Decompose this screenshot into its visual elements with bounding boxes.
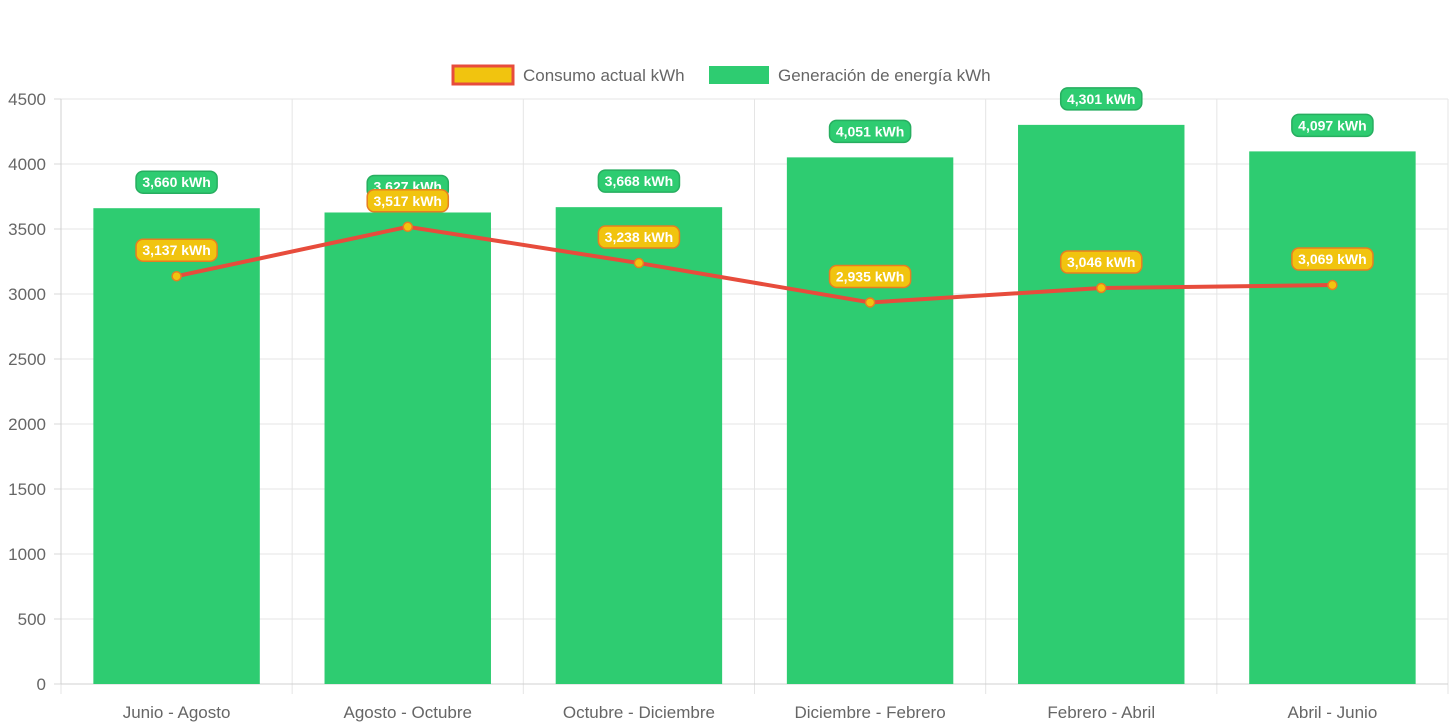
chart-legend: Consumo actual kWh Generación de energía …: [451, 64, 991, 86]
bar: [93, 208, 260, 684]
bar: [555, 207, 723, 684]
line-point: [864, 297, 876, 308]
y-tick-label: 2000: [8, 415, 46, 434]
line-point: [633, 257, 645, 269]
line-data-label-text: 3,238 kWh: [605, 229, 673, 245]
line-data-label-bg: [1291, 247, 1374, 271]
legend-swatch: [709, 66, 769, 84]
y-tick-label: 1500: [8, 480, 46, 499]
line-data-label: 3,046 kWh: [1059, 250, 1143, 274]
bar: [786, 157, 954, 684]
line-data-label: 3,238 kWh: [597, 225, 681, 249]
bar-data-label-bg: [597, 169, 681, 193]
y-tick-label: 4000: [8, 155, 46, 174]
line-data-label: 3,069 kWh: [1291, 247, 1374, 271]
y-tick-label: 500: [18, 610, 46, 629]
line-data-label-text: 3,046 kWh: [1067, 254, 1135, 270]
y-tick-label: 4500: [8, 90, 46, 109]
bar-data-label: 4,051 kWh: [828, 119, 912, 144]
bar: [1018, 124, 1185, 685]
line-point: [402, 221, 413, 233]
legend-swatch: [451, 64, 515, 86]
y-axis: 0 500 1000 1500 2000 2500 3000 3500 4000 4500: [8, 90, 62, 694]
line-data-label-text: 3,137 kWh: [142, 242, 210, 258]
bar-data-label-text: 4,097 kWh: [1298, 117, 1366, 133]
x-axis: Junio - Agosto Agosto - Octubre Octubre - …: [61, 683, 1448, 722]
legend-label: Consumo actual kWh: [523, 66, 685, 85]
bar: [324, 212, 491, 685]
x-tick-label: Agosto - Octubre: [343, 703, 472, 722]
x-tick-label: Octubre - Diciembre: [563, 703, 715, 722]
line-data-label-bg: [135, 238, 218, 262]
y-tick-label: 3000: [8, 285, 46, 304]
x-tick-label: Diciembre - Febrero: [795, 703, 946, 722]
legend-item-consumo: Consumo actual kWh: [451, 64, 685, 86]
line-data-label: 2,935 kWh: [828, 264, 912, 289]
bar: [1249, 151, 1416, 684]
x-tick-label: Junio - Agosto: [123, 703, 231, 722]
bar-data-label-text: 4,051 kWh: [836, 123, 904, 139]
line-data-label-bg: [828, 264, 912, 289]
bar-data-label: 4,301 kWh: [1059, 87, 1143, 111]
line-point: [171, 270, 182, 282]
bar-data-label-bg: [828, 119, 912, 144]
line-data-label-bg: [366, 189, 450, 213]
line-data-label-bg: [1059, 250, 1143, 274]
line-point: [1096, 282, 1107, 294]
x-tick-label: Abril - Junio: [1288, 703, 1378, 722]
y-tick-label: 0: [37, 675, 46, 694]
line-data-label-bg: [597, 225, 681, 249]
line-data-label: 3,137 kWh: [135, 238, 218, 262]
line-data-label-text: 2,935 kWh: [836, 268, 904, 284]
y-tick-label: 1000: [8, 545, 46, 564]
bar-data-label-text: 4,301 kWh: [1067, 91, 1135, 107]
bar-data-label-bg: [1291, 113, 1374, 138]
legend-item-generacion: Generación de energía kWh: [709, 66, 991, 85]
consumption-line: [176, 224, 1333, 305]
line-point: [1327, 279, 1338, 291]
line-data-label-text: 3,069 kWh: [1298, 251, 1366, 267]
grid-lines: [60, 98, 1449, 694]
line-series: [171, 221, 1338, 308]
y-tick-label: 2500: [8, 350, 46, 369]
line-data-label-text: 3,517 kWh: [374, 193, 442, 209]
line-data-label: 3,517 kWh: [366, 189, 450, 213]
bar-data-label: 3,660 kWh: [135, 170, 218, 194]
bar-data-label: 3,668 kWh: [597, 169, 681, 193]
bar-series: [93, 124, 1416, 685]
bar-data-label: 4,097 kWh: [1291, 113, 1374, 138]
legend-label: Generación de energía kWh: [778, 66, 991, 85]
y-tick-label: 3500: [8, 220, 46, 239]
bar-data-label-text: 3,668 kWh: [605, 173, 673, 189]
bar-data-label-text: 3,660 kWh: [142, 174, 210, 190]
bar-data-label-bg: [1059, 87, 1143, 111]
bar-data-label-bg: [135, 170, 218, 194]
x-tick-label: Febrero - Abril: [1047, 703, 1155, 722]
